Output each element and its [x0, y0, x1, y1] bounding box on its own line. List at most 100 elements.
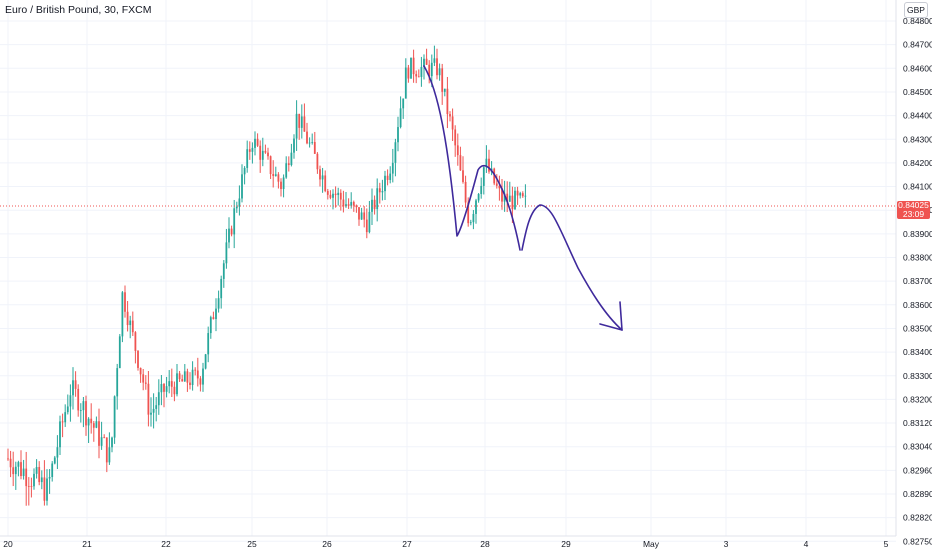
candle-body [295, 113, 298, 139]
price-tick-label: 0.83200 [903, 394, 932, 404]
price-tick-label: 0.83500 [903, 323, 932, 333]
candle-body [482, 167, 485, 186]
price-tick-label: 0.82890 [903, 489, 932, 499]
candle-body [449, 114, 451, 117]
candle-body [30, 486, 33, 487]
candle-body [498, 185, 501, 189]
candle-body [95, 421, 98, 428]
candle-body [415, 74, 418, 77]
candle-body [324, 175, 327, 192]
candle-body [72, 380, 74, 396]
price-tick-label: 0.83600 [903, 300, 932, 310]
candle-body [495, 183, 498, 186]
candle-body [38, 467, 41, 483]
candle-body [137, 350, 139, 368]
candle-body [373, 199, 376, 210]
drawn-wave-1 [423, 65, 521, 251]
candle-body [173, 386, 176, 395]
price-tick-label: 0.83120 [903, 418, 932, 428]
candle-body [342, 199, 345, 207]
candle-body [228, 228, 230, 243]
price-tick-label: 0.84400 [903, 111, 932, 121]
candle-body [220, 278, 223, 299]
candle-body [376, 188, 379, 210]
candle-body [181, 379, 184, 382]
candle-body [170, 381, 173, 387]
candle-body [92, 423, 95, 428]
candle-body [345, 204, 347, 207]
price-tick-label: 0.83800 [903, 253, 932, 263]
candle-body [118, 336, 121, 369]
price-axis[interactable]: 0.84800 0.84700 0.84600 0.84500 0.84400 0.843… [903, 16, 932, 550]
candle-body [113, 396, 116, 438]
candle-body [144, 382, 147, 384]
candle-body [381, 191, 384, 193]
candle-body [303, 116, 306, 132]
candle-body [105, 437, 108, 463]
candle-body [17, 462, 20, 467]
candle-body [40, 477, 43, 483]
time-tick-label: May [643, 539, 660, 549]
candle-body [176, 373, 178, 395]
candle-body [464, 181, 467, 203]
candle-body [480, 185, 483, 195]
price-tick-label: 0.83700 [903, 276, 932, 286]
candle-body [410, 57, 412, 79]
candle-body [66, 406, 69, 413]
time-tick-label: 25 [247, 539, 257, 549]
currency-badge[interactable]: GBP [904, 2, 928, 18]
candle-body [472, 213, 475, 223]
candle-body [308, 142, 311, 144]
candle-body [261, 150, 264, 160]
time-tick-label: 5 [884, 539, 889, 549]
candle-body [108, 447, 111, 463]
candle-body [443, 88, 446, 92]
candle-body [503, 193, 506, 202]
candle-body [139, 367, 142, 375]
time-tick-label: 3 [724, 539, 729, 549]
candle-body [230, 228, 233, 235]
candle-body [519, 193, 522, 196]
candle-body [163, 384, 165, 392]
time-axis[interactable]: 20 21 22 25 26 27 28 29 May 3 4 5 [3, 539, 888, 549]
candle-body [142, 374, 145, 383]
candle-body [501, 188, 503, 202]
candle-body [350, 202, 353, 206]
candle-body [319, 169, 321, 180]
candle-body [277, 174, 280, 182]
candle-body [389, 173, 392, 180]
candle-body [82, 401, 85, 411]
time-tick-label: 27 [402, 539, 412, 549]
candle-body [420, 66, 423, 77]
candlestick-series [7, 45, 527, 506]
candle-body [358, 207, 360, 220]
candle-body [43, 477, 46, 501]
candle-body [157, 392, 160, 406]
candle-body [9, 458, 12, 468]
candle-body [217, 298, 220, 309]
candle-body [209, 317, 212, 334]
candle-body [524, 195, 527, 197]
price-tick-label: 0.82750 [903, 536, 932, 546]
candle-body [189, 382, 191, 386]
price-tick-label: 0.84500 [903, 87, 932, 97]
candle-body [35, 467, 38, 474]
candle-body [430, 62, 433, 77]
candle-body [441, 68, 444, 92]
candle-body [25, 468, 28, 487]
candle-body [306, 131, 308, 144]
candle-body [61, 421, 64, 423]
candle-body [516, 190, 519, 196]
candle-body [436, 58, 438, 76]
candle-body [293, 138, 295, 153]
time-tick-label: 22 [161, 539, 171, 549]
candle-body [53, 457, 56, 464]
candle-body [469, 222, 472, 224]
candle-body [433, 58, 436, 63]
candle-body [425, 58, 428, 65]
candle-body [111, 437, 113, 448]
candle-body [131, 320, 134, 333]
candle-body [168, 381, 171, 387]
candle-body [225, 242, 228, 264]
